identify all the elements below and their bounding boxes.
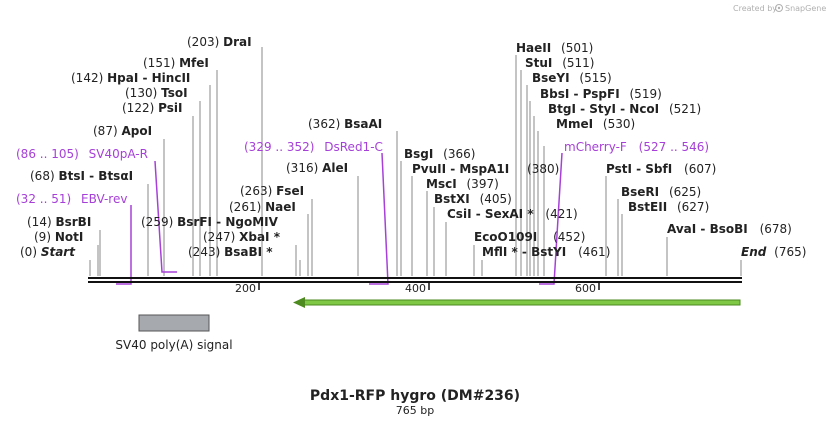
ruler-label-400: 400: [405, 282, 426, 295]
enzyme-csii[interactable]: CsiI - SexAI * (421): [447, 207, 578, 221]
ruler: 200 400 600: [235, 282, 600, 295]
primer-sv40pa-r-mark: [154, 160, 177, 273]
enzyme-labels: (9) NotI (14) BsrBI (68) BtsI - BtsαI (8…: [27, 35, 792, 259]
enzyme-bseyi[interactable]: BseYI (515): [532, 71, 612, 85]
enzyme-bsaai[interactable]: (362) BsaAI: [308, 117, 382, 131]
enzyme-avai[interactable]: AvaI - BsoBI (678): [667, 222, 792, 236]
enzyme-bsrfi[interactable]: (259) BsrFI - NgoMIV: [141, 215, 279, 229]
enzyme-haeii[interactable]: HaeII (501): [516, 41, 593, 55]
sv40-polya-label: SV40 poly(A) signal: [115, 338, 232, 352]
primer-mcherry-f[interactable]: mCherry-F (527 .. 546): [564, 140, 709, 154]
primer-sv40pa-r[interactable]: (86 .. 105) SV40pA-R: [16, 147, 148, 161]
primer-dsred1-c-mark: [369, 152, 389, 285]
credit-prefix: Created by: [733, 4, 777, 13]
enzyme-bsteii[interactable]: BstEII (627): [628, 200, 709, 214]
credit-brand: SnapGene: [785, 4, 826, 13]
primer-mcherry-f-mark: [539, 152, 563, 285]
enzyme-btgi[interactable]: BtgI - StyI - NcoI (521): [548, 102, 701, 116]
enzyme-btsi[interactable]: (68) BtsI - BtsαI: [30, 169, 133, 183]
enzyme-fsei[interactable]: (263) FseI: [240, 184, 304, 198]
ruler-label-600: 600: [575, 282, 596, 295]
enzyme-hpai[interactable]: (142) HpaI - HincII: [71, 71, 190, 85]
enzyme-noti[interactable]: (9) NotI: [34, 230, 83, 244]
enzyme-bsrbi[interactable]: (14) BsrBI: [27, 215, 91, 229]
enzyme-drai[interactable]: (203) DraI: [187, 35, 252, 49]
sv40-polya-box: [138, 314, 210, 332]
enzyme-mfei[interactable]: (151) MfeI: [143, 56, 209, 70]
map-length: 765 bp: [396, 404, 434, 417]
ruler-label-200: 200: [235, 282, 256, 295]
snapgene-logo-icon: [775, 4, 783, 12]
enzyme-bbsi[interactable]: BbsI - PspFI (519): [540, 87, 662, 101]
enzyme-bstxi[interactable]: BstXI (405): [434, 192, 512, 206]
map-title: Pdx1-RFP hygro (DM#236): [310, 388, 520, 404]
primer-dsred1-c[interactable]: (329 .. 352) DsRed1-C: [244, 140, 383, 154]
enzyme-pvuii[interactable]: PvuII - MspA1I (380): [412, 162, 559, 176]
enzyme-bsgi[interactable]: BsgI (366): [404, 147, 475, 161]
backbone: [88, 277, 742, 283]
primer-ebv-rev[interactable]: (32 .. 51) EBV-rev: [16, 192, 127, 206]
end-label: End (765): [741, 245, 806, 259]
enzyme-psii[interactable]: (122) PsiI: [122, 101, 182, 115]
enzyme-xbai[interactable]: (247) XbaI *: [203, 230, 281, 244]
primer-marks: [116, 152, 563, 285]
enzyme-alei[interactable]: (316) AleI: [286, 161, 348, 175]
rfp-arrow: [293, 297, 741, 308]
enzyme-stui[interactable]: StuI (511): [525, 56, 595, 70]
enzyme-msci[interactable]: MscI (397): [426, 177, 499, 191]
enzyme-apoi[interactable]: (87) ApoI: [93, 124, 152, 138]
enzyme-mfli[interactable]: MflI * - BstYI (461): [482, 245, 610, 259]
start-label: (0) Start: [20, 245, 76, 259]
primer-labels: (32 .. 51) EBV-rev (86 .. 105) SV40pA-R …: [16, 140, 709, 206]
enzyme-psti[interactable]: PstI - SbfI (607): [606, 162, 716, 176]
enzyme-ecoo109i[interactable]: EcoO109I (452): [474, 230, 585, 244]
enzyme-tsoi[interactable]: (130) TsoI: [125, 86, 188, 100]
cut-lines: [89, 47, 742, 276]
enzyme-bseri[interactable]: BseRI (625): [621, 185, 701, 199]
primer-ebv-rev-mark: [116, 205, 132, 285]
enzyme-bsabi[interactable]: (243) BsaBI *: [188, 245, 273, 259]
enzyme-mmei[interactable]: MmeI (530): [556, 117, 635, 131]
enzyme-naei[interactable]: (261) NaeI: [229, 200, 296, 214]
